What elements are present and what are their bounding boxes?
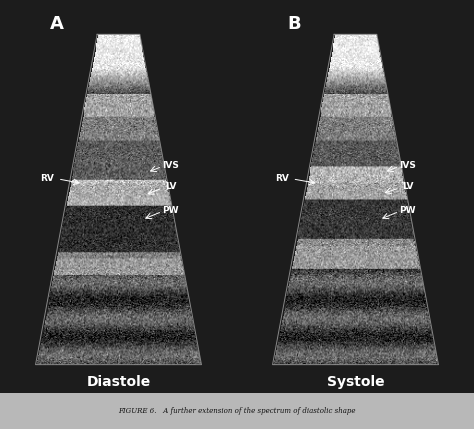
Text: Systole: Systole: [327, 375, 384, 389]
Bar: [0, 393, 474, 429]
Text: RV: RV: [40, 174, 55, 182]
Text: LV: LV: [165, 182, 176, 191]
Text: Diastole: Diastole: [86, 375, 151, 389]
Text: IVS: IVS: [399, 161, 416, 169]
Text: PW: PW: [163, 206, 179, 214]
Text: FIGURE 6.   A further extension of the spectrum of diastolic shape: FIGURE 6. A further extension of the spe…: [118, 407, 356, 415]
Text: IVS: IVS: [162, 161, 179, 169]
Text: RV: RV: [275, 174, 289, 182]
Text: PW: PW: [400, 206, 416, 214]
Text: A: A: [50, 15, 64, 33]
Text: B: B: [287, 15, 301, 33]
Text: LV: LV: [402, 182, 413, 191]
